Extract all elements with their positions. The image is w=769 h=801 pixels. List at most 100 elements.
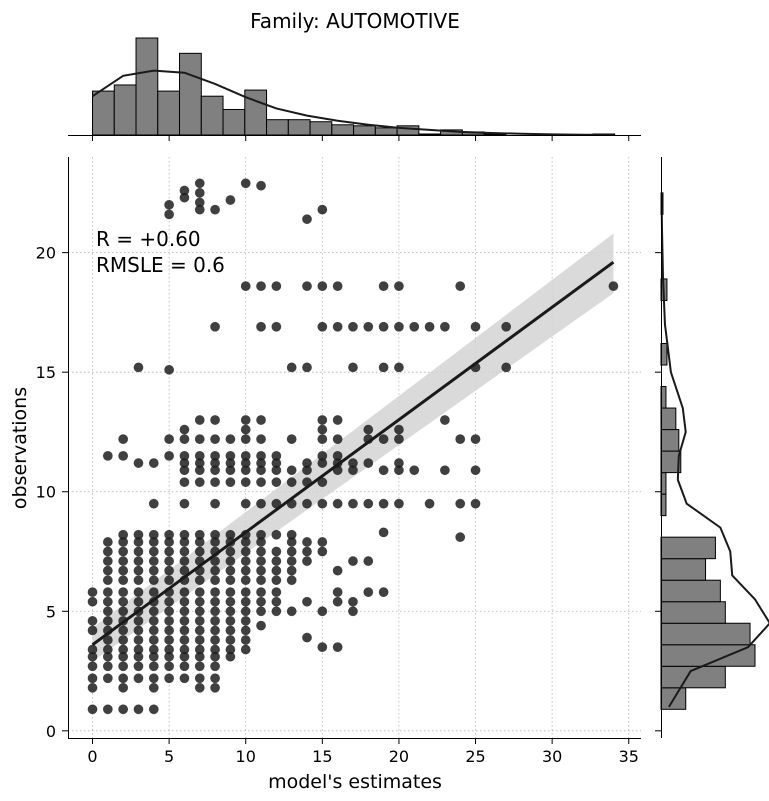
scatter-point-349 bbox=[302, 214, 312, 225]
scatter-point-312 bbox=[256, 415, 266, 425]
scatter-point-189 bbox=[317, 546, 328, 557]
scatter-point-158 bbox=[286, 565, 297, 576]
top-kde-curve bbox=[91, 69, 614, 136]
rmsle-annotation: RMSLE = 0.6 bbox=[96, 253, 225, 277]
scatter-point-43 bbox=[164, 644, 175, 655]
scatter-point-202 bbox=[302, 537, 312, 547]
scatter-point-179 bbox=[164, 546, 175, 557]
scatter-point-230 bbox=[378, 498, 389, 509]
scatter-point-303 bbox=[470, 434, 481, 445]
scatter-point-307 bbox=[363, 424, 374, 435]
scatter-point-49 bbox=[317, 642, 328, 653]
scatter-point-361 bbox=[240, 178, 251, 189]
scatter-point-219 bbox=[179, 498, 190, 509]
scatter-point-46 bbox=[210, 644, 220, 655]
scatter-point-232 bbox=[424, 498, 435, 509]
scatter-point-124 bbox=[210, 587, 220, 598]
scatter-point-21 bbox=[118, 661, 129, 672]
scatter-point-291 bbox=[194, 434, 205, 445]
scatter-point-318 bbox=[286, 362, 297, 373]
scatter-point-322 bbox=[394, 362, 404, 373]
scatter-point-177 bbox=[133, 546, 144, 557]
scatter-point-59 bbox=[225, 635, 236, 645]
y-axis-label: observations bbox=[9, 387, 31, 509]
scatter-point-39 bbox=[102, 644, 113, 655]
scatter-point-70 bbox=[210, 625, 220, 636]
scatter-point-117 bbox=[102, 587, 113, 598]
scatter-point-119 bbox=[133, 587, 144, 598]
scatter-point-187 bbox=[286, 546, 297, 557]
scatter-point-6 bbox=[118, 682, 129, 693]
scatter-point-15 bbox=[164, 673, 175, 684]
scatter-point-203 bbox=[317, 537, 328, 547]
scatter-point-229 bbox=[363, 498, 374, 509]
scatter-point-51 bbox=[102, 635, 113, 645]
scatter-point-65 bbox=[133, 625, 144, 636]
scatter-point-86 bbox=[118, 606, 129, 617]
scatter-point-204 bbox=[455, 532, 466, 543]
scatter-point-283 bbox=[240, 450, 251, 461]
scatter-point-5 bbox=[87, 682, 98, 693]
scatter-point-306 bbox=[317, 424, 328, 435]
scatter-point-164 bbox=[179, 556, 190, 566]
scatter-point-214 bbox=[256, 529, 266, 540]
scatter-point-22 bbox=[133, 661, 144, 672]
right-hist-bar-12 bbox=[660, 429, 680, 452]
scatter-point-146 bbox=[102, 565, 113, 576]
scatter-point-333 bbox=[394, 321, 404, 332]
scatter-point-126 bbox=[240, 587, 251, 598]
scatter-point-112 bbox=[271, 596, 282, 607]
scatter-point-278 bbox=[164, 450, 175, 461]
top-hist-bar-8 bbox=[266, 119, 289, 136]
scatter-point-217 bbox=[378, 527, 389, 538]
scatter-point-281 bbox=[210, 450, 220, 461]
r-annotation: R = +0.60 bbox=[96, 227, 201, 251]
scatter-point-56 bbox=[179, 635, 190, 645]
scatter-point-82 bbox=[210, 615, 220, 626]
scatter-point-344 bbox=[332, 281, 343, 292]
scatter-point-144 bbox=[286, 575, 297, 586]
scatter-point-105 bbox=[164, 596, 175, 607]
scatter-point-122 bbox=[179, 587, 190, 598]
scatter-point-326 bbox=[256, 321, 266, 332]
scatter-point-345 bbox=[378, 281, 389, 292]
scatter-point-110 bbox=[240, 596, 251, 607]
scatter-point-297 bbox=[317, 434, 328, 445]
scatter-point-328 bbox=[317, 321, 328, 332]
scatter-point-91 bbox=[194, 606, 205, 617]
scatter-point-205 bbox=[118, 529, 129, 540]
scatter-point-66 bbox=[148, 625, 159, 636]
scatter-point-129 bbox=[332, 587, 343, 598]
scatter-point-48 bbox=[240, 644, 251, 655]
right-hist-bar-6 bbox=[660, 558, 707, 581]
x-axis-label: model's estimates bbox=[268, 771, 442, 793]
scatter-point-263 bbox=[133, 458, 144, 468]
scatter-point-57 bbox=[194, 635, 205, 645]
scatter-point-69 bbox=[194, 625, 205, 636]
scatter-point-128 bbox=[271, 587, 282, 598]
scatter-point-139 bbox=[210, 575, 220, 586]
scatter-point-215 bbox=[271, 529, 282, 540]
scatter-point-134 bbox=[133, 575, 144, 586]
scatter-point-17 bbox=[194, 673, 205, 684]
y-tick-label-0: 0 bbox=[46, 722, 56, 741]
chart-title: Family: AUTOMOTIVE bbox=[250, 9, 460, 33]
scatter-point-172 bbox=[302, 556, 312, 566]
scatter-point-89 bbox=[164, 606, 175, 617]
scatter-point-9 bbox=[210, 682, 220, 693]
scatter-point-350 bbox=[317, 204, 328, 215]
scatter-point-149 bbox=[148, 565, 159, 576]
scatter-point-304 bbox=[179, 424, 190, 435]
scatter-point-351 bbox=[164, 209, 175, 220]
scatter-point-321 bbox=[378, 362, 389, 373]
scatter-point-313 bbox=[317, 415, 328, 425]
scatter-point-167 bbox=[225, 556, 236, 566]
scatter-point-159 bbox=[102, 556, 113, 566]
scatter-point-20 bbox=[102, 661, 113, 672]
scatter-point-227 bbox=[332, 498, 343, 509]
top-hist-bar-6 bbox=[222, 108, 246, 136]
scatter-point-18 bbox=[210, 673, 220, 684]
scatter-point-108 bbox=[210, 596, 220, 607]
scatter-point-231 bbox=[394, 498, 404, 509]
scatter-point-90 bbox=[179, 606, 190, 617]
